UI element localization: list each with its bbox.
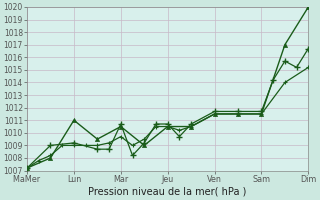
X-axis label: Pression niveau de la mer( hPa ): Pression niveau de la mer( hPa ) (89, 187, 247, 197)
